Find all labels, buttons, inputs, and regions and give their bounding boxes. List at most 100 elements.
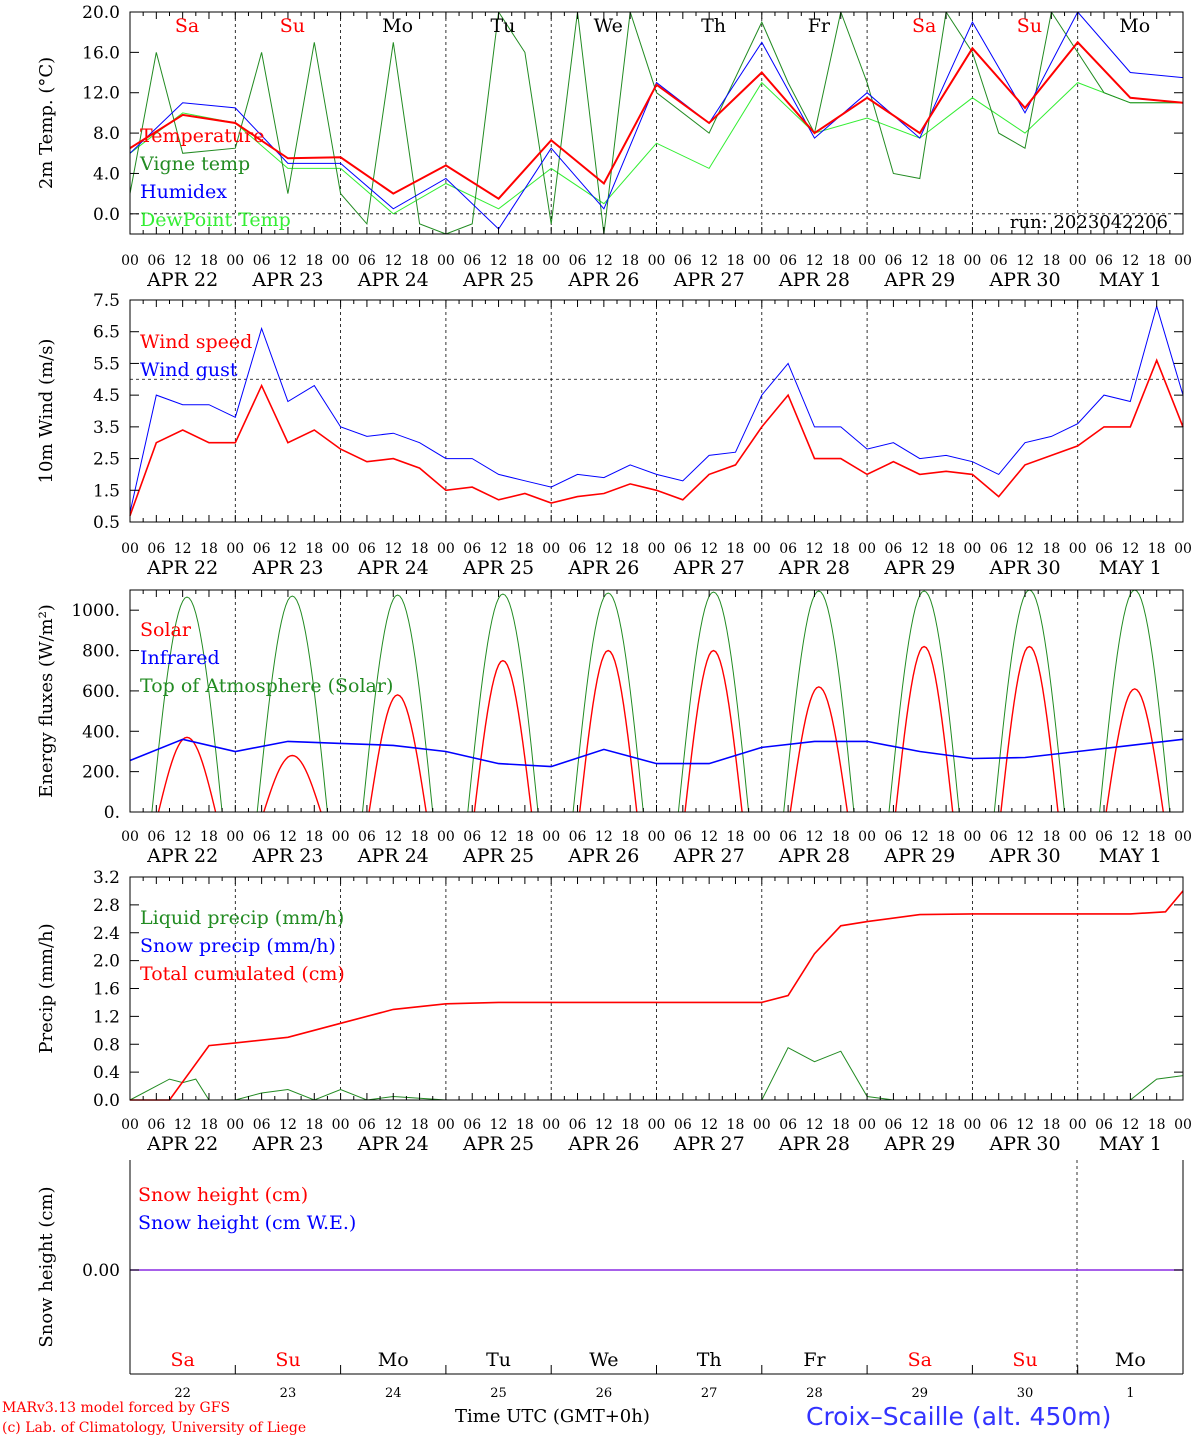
weekday-label-bottom: We bbox=[589, 1349, 618, 1371]
vigne-temp-line bbox=[130, 12, 1183, 234]
day-number-label: 23 bbox=[280, 1386, 297, 1401]
x-hour-tick-label: 12 bbox=[279, 253, 297, 269]
x-day-tick-label: APR 23 bbox=[251, 269, 323, 291]
x-hour-tick-label: 18 bbox=[1148, 541, 1166, 557]
x-hour-tick-label: 18 bbox=[1042, 253, 1060, 269]
x-day-tick-label: APR 28 bbox=[778, 557, 850, 579]
x-hour-tick-label: 12 bbox=[174, 829, 192, 845]
x-hour-tick-label: 06 bbox=[885, 1117, 903, 1133]
x-axis-title: Time UTC (GMT+0h) bbox=[455, 1406, 650, 1427]
x-hour-tick-label: 06 bbox=[674, 1117, 692, 1133]
y-tick-label: 0.4 bbox=[93, 1063, 120, 1083]
x-hour-tick-label: 12 bbox=[911, 1117, 929, 1133]
x-hour-tick-label: 00 bbox=[963, 829, 981, 845]
x-hour-tick-label: 18 bbox=[305, 829, 323, 845]
x-hour-tick-label: 00 bbox=[963, 253, 981, 269]
day-number-label: 25 bbox=[490, 1386, 507, 1401]
x-hour-tick-label: 06 bbox=[569, 1117, 587, 1133]
x-day-tick-label: APR 30 bbox=[989, 557, 1061, 579]
x-hour-tick-label: 06 bbox=[990, 253, 1008, 269]
y-tick-label: 0.8 bbox=[93, 1035, 120, 1055]
x-hour-tick-label: 06 bbox=[358, 253, 376, 269]
x-hour-tick-label: 18 bbox=[832, 541, 850, 557]
x-hour-tick-label: 18 bbox=[200, 253, 218, 269]
weekday-label-top: Th bbox=[701, 15, 726, 37]
x-day-tick-label: APR 23 bbox=[251, 1133, 323, 1155]
x-hour-tick-label: 06 bbox=[147, 829, 165, 845]
y-tick-label: 2.5 bbox=[93, 450, 120, 470]
x-hour-tick-label: 06 bbox=[463, 829, 481, 845]
x-hour-tick-label: 06 bbox=[674, 829, 692, 845]
x-hour-tick-label: 00 bbox=[858, 829, 876, 845]
x-hour-tick-label: 00 bbox=[437, 253, 455, 269]
x-hour-tick-label: 18 bbox=[727, 253, 745, 269]
legend-total-cumulated: Total cumulated (cm) bbox=[140, 963, 345, 985]
x-day-tick-label: APR 28 bbox=[778, 269, 850, 291]
x-hour-tick-label: 00 bbox=[121, 253, 139, 269]
x-day-tick-label: MAY 1 bbox=[1099, 557, 1162, 579]
y-tick-label: 400. bbox=[82, 722, 120, 742]
x-hour-tick-label: 12 bbox=[384, 1117, 402, 1133]
x-hour-tick-label: 18 bbox=[516, 541, 534, 557]
dewpoint-temp-line bbox=[130, 81, 1183, 215]
x-hour-tick-label: 00 bbox=[226, 253, 244, 269]
x-hour-tick-label: 00 bbox=[648, 1117, 666, 1133]
x-hour-tick-label: 06 bbox=[358, 829, 376, 845]
x-hour-tick-label: 06 bbox=[1095, 253, 1113, 269]
x-hour-tick-label: 00 bbox=[121, 829, 139, 845]
x-hour-tick-label: 12 bbox=[1121, 829, 1139, 845]
x-hour-tick-label: 06 bbox=[253, 253, 271, 269]
x-hour-tick-label: 00 bbox=[1069, 253, 1087, 269]
y-tick-label: 600. bbox=[82, 682, 120, 702]
precip-y-axis-label: Precip (mm/h) bbox=[36, 923, 57, 1053]
x-hour-tick-label: 00 bbox=[542, 1117, 560, 1133]
x-hour-tick-label: 00 bbox=[542, 253, 560, 269]
x-day-tick-label: APR 25 bbox=[462, 845, 534, 867]
x-hour-tick-label: 00 bbox=[648, 829, 666, 845]
x-hour-tick-label: 06 bbox=[779, 253, 797, 269]
x-hour-tick-label: 00 bbox=[121, 1117, 139, 1133]
x-hour-tick-label: 00 bbox=[1069, 541, 1087, 557]
x-hour-tick-label: 12 bbox=[911, 253, 929, 269]
weekday-label-bottom: Mo bbox=[378, 1349, 409, 1371]
x-hour-tick-label: 18 bbox=[516, 1117, 534, 1133]
x-hour-tick-label: 12 bbox=[1016, 829, 1034, 845]
x-hour-tick-label: 06 bbox=[569, 541, 587, 557]
legend-wind-speed: Wind speed bbox=[140, 331, 252, 353]
x-hour-tick-label: 18 bbox=[305, 1117, 323, 1133]
x-hour-tick-label: 12 bbox=[700, 541, 718, 557]
x-hour-tick-label: 00 bbox=[437, 541, 455, 557]
weekday-label-bottom: Sa bbox=[170, 1349, 194, 1371]
x-hour-tick-label: 00 bbox=[963, 1117, 981, 1133]
x-day-tick-label: APR 23 bbox=[251, 845, 323, 867]
x-hour-tick-label: 18 bbox=[305, 541, 323, 557]
x-hour-tick-label: 12 bbox=[279, 829, 297, 845]
legend-liquid-precip: Liquid precip (mm/h) bbox=[140, 907, 344, 929]
x-hour-tick-label: 06 bbox=[463, 1117, 481, 1133]
x-hour-tick-label: 06 bbox=[990, 829, 1008, 845]
y-tick-label: 1000. bbox=[71, 601, 120, 621]
x-day-tick-label: APR 24 bbox=[357, 1133, 429, 1155]
y-tick-label: 0.00 bbox=[82, 1261, 120, 1281]
x-hour-tick-label: 18 bbox=[621, 1117, 639, 1133]
x-day-tick-label: APR 27 bbox=[673, 845, 745, 867]
legend-solar: Solar bbox=[140, 619, 192, 641]
x-hour-tick-label: 00 bbox=[1174, 1117, 1192, 1133]
x-day-tick-label: APR 22 bbox=[146, 269, 218, 291]
x-hour-tick-label: 18 bbox=[937, 253, 955, 269]
y-tick-label: 16.0 bbox=[82, 43, 120, 63]
x-hour-tick-label: 18 bbox=[832, 253, 850, 269]
toa-solar-line bbox=[151, 589, 1171, 813]
x-hour-tick-label: 18 bbox=[200, 1117, 218, 1133]
weekday-label-top: Su bbox=[280, 15, 305, 37]
y-tick-label: 0.0 bbox=[93, 205, 120, 225]
day-number-label: 29 bbox=[911, 1386, 928, 1401]
x-hour-tick-label: 00 bbox=[753, 541, 771, 557]
weekday-label-bottom: Su bbox=[275, 1349, 300, 1371]
x-hour-tick-label: 12 bbox=[1121, 1117, 1139, 1133]
humidex-line bbox=[130, 12, 1183, 230]
weekday-label-top: Su bbox=[1017, 15, 1042, 37]
x-hour-tick-label: 12 bbox=[1016, 541, 1034, 557]
x-hour-tick-label: 00 bbox=[226, 829, 244, 845]
